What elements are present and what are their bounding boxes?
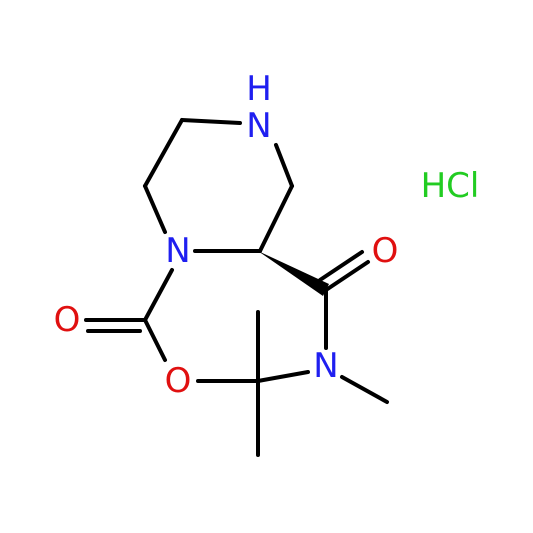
bonds [84, 118, 389, 457]
atom-label: H [246, 69, 272, 109]
atom-label: O [54, 300, 81, 340]
salt-label: HCl [421, 166, 480, 206]
bond [274, 143, 294, 188]
bond [180, 118, 242, 125]
atom-label: O [165, 361, 192, 401]
wedge-bond [258, 251, 329, 296]
bond [143, 318, 167, 362]
atom-label: O [372, 231, 399, 271]
bond [340, 375, 389, 404]
bond [324, 260, 370, 292]
atom-label: N [246, 106, 271, 146]
bond [143, 118, 184, 188]
atom-label: N [313, 346, 338, 386]
bond [318, 250, 364, 282]
bond [143, 268, 174, 322]
bond [143, 184, 167, 234]
bond [258, 184, 294, 253]
bond [256, 370, 310, 383]
atom-label: N [165, 231, 190, 271]
